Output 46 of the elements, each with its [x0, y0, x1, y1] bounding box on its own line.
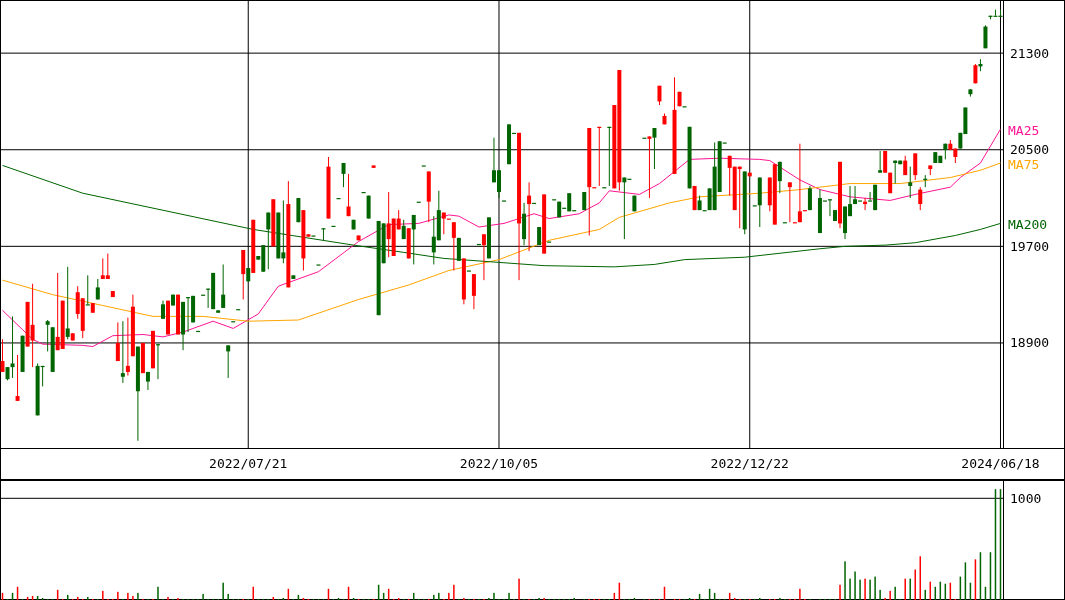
candlestick	[0, 338, 5, 373]
x-tick-label: 2022/10/05	[459, 456, 539, 471]
candlestick	[221, 263, 226, 309]
candlestick	[913, 152, 918, 181]
candlestick	[918, 186, 923, 211]
y-tick-label: 19700	[1010, 238, 1050, 254]
series-label: MA75	[1008, 157, 1040, 173]
candlestick	[160, 300, 165, 320]
candlestick	[125, 317, 130, 377]
candlestick	[647, 135, 652, 199]
x-tick-label: 2024/06/18	[961, 456, 1040, 471]
y-tick-label: 21300	[1010, 45, 1050, 61]
candlestick	[105, 253, 110, 280]
candlestick	[908, 166, 913, 199]
candlestick	[471, 273, 476, 310]
candlestick	[787, 181, 792, 223]
candlestick	[878, 150, 883, 174]
candlestick	[451, 221, 456, 271]
series-label: MA200	[1008, 217, 1048, 233]
candlestick	[496, 169, 501, 199]
candlestick	[115, 321, 120, 362]
x-tick-label: 2022/12/22	[710, 456, 789, 471]
candlestick	[85, 274, 90, 306]
candlestick	[226, 344, 231, 379]
candlestick	[15, 354, 20, 402]
candlestick	[45, 319, 50, 352]
candlestick	[10, 315, 15, 379]
candlestick	[30, 283, 35, 368]
candlestick	[341, 162, 346, 188]
x-tick-label: 2022/07/21	[209, 456, 288, 471]
candlestick	[527, 181, 532, 252]
candlestick	[346, 173, 351, 217]
y-tick-label: 20500	[1010, 142, 1050, 158]
candlestick	[777, 161, 782, 194]
candlestick	[797, 143, 802, 223]
y-tick-label: 18900	[1010, 335, 1050, 351]
line-series	[2, 128, 1001, 348]
candlestick	[807, 185, 812, 211]
candlestick	[411, 214, 416, 265]
candlestick	[65, 266, 70, 340]
candlestick	[481, 233, 486, 281]
line-series	[2, 162, 1001, 322]
series-label: MA25	[1008, 123, 1040, 139]
candlestick	[120, 320, 125, 384]
candlestick	[652, 127, 657, 170]
y-tick-label: 1000	[1010, 490, 1042, 506]
